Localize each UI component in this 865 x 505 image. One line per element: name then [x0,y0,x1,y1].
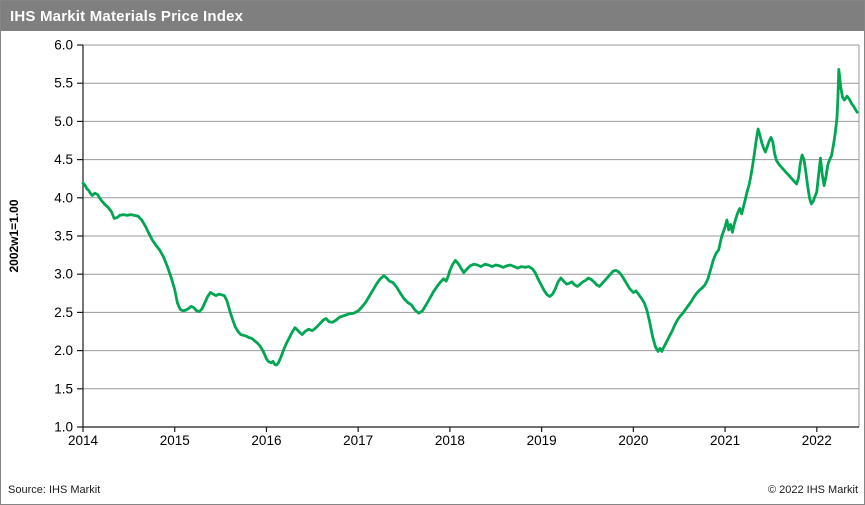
y-tick-label: 1.5 [54,381,73,396]
y-tick-label: 6.0 [54,38,73,53]
x-tick-label: 2021 [710,433,740,448]
x-tick-label: 2017 [343,433,373,448]
copyright-note: © 2022 IHS Markit [767,484,858,496]
y-tick-label: 5.5 [54,76,73,91]
y-axis-title: 2002w1=1.00 [7,199,21,272]
y-tick-label: 1.0 [54,420,73,435]
x-tick-label: 2016 [251,433,281,448]
source-note: Source: IHS Markit [8,484,101,496]
y-tick-label: 4.0 [54,190,73,205]
x-tick-label: 2020 [618,433,648,448]
y-tick-label: 3.5 [54,229,73,244]
y-tick-label: 3.0 [54,267,73,282]
y-tick-label: 2.5 [54,305,73,320]
y-tick-label: 5.0 [54,114,73,129]
y-tick-label: 4.5 [54,152,73,167]
chart-header: IHS Markit Materials Price Index [1,1,864,31]
y-tick-label: 2.0 [54,343,73,358]
x-tick-label: 2019 [527,433,557,448]
chart-title: IHS Markit Materials Price Index [10,7,244,25]
x-tick-label: 2015 [160,433,190,448]
x-tick-label: 2014 [68,433,99,448]
price-series-line [81,68,859,367]
x-tick-label: 2022 [802,433,832,448]
price-index-line-chart: 1.0 1.5 2.0 2.5 3.0 3.5 4.0 4.5 5.0 5.5 6.0 2014 201… [7,38,860,448]
x-tick-label: 2018 [435,433,465,448]
